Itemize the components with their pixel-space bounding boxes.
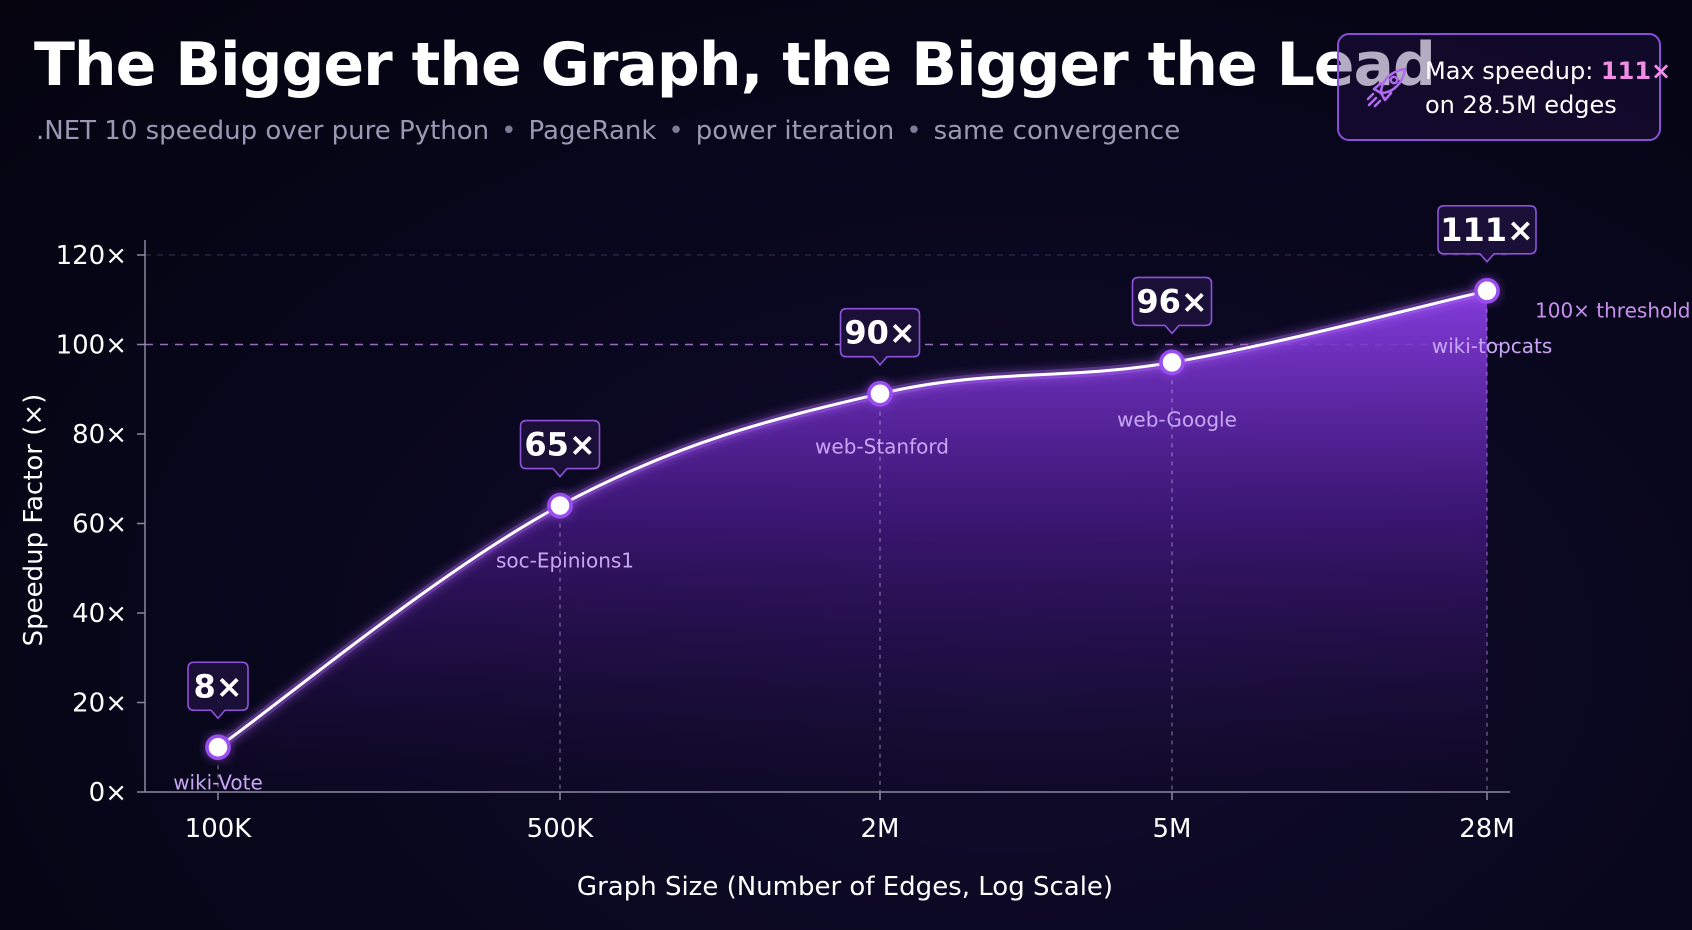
data-label-bubble xyxy=(187,661,249,720)
y-tick-label: 60× xyxy=(72,510,127,540)
y-tick-label: 80× xyxy=(72,420,127,450)
data-label-bubble xyxy=(519,419,601,478)
data-label-box: 65× xyxy=(519,419,601,478)
subtitle-part: PageRank xyxy=(528,116,657,146)
point-name-label: soc-Epinions1 xyxy=(496,549,634,573)
x-tick-label: 100K xyxy=(185,814,253,844)
data-point xyxy=(1474,278,1500,304)
speedup-line xyxy=(217,289,1488,749)
x-tick-label: 5M xyxy=(1153,814,1192,844)
y-tick-label: 40× xyxy=(72,599,127,629)
data-label-box: 90× xyxy=(839,307,921,366)
max-speedup-callout: Max speedup: 111× on 28.5M edges xyxy=(1337,33,1671,141)
data-label-box: 8× xyxy=(187,661,249,720)
x-tick-label: 500K xyxy=(527,814,595,844)
label-layer: 100× threshold 8× wiki-Vote 65× soc-Epinions… xyxy=(173,205,1690,794)
data-label: 8× xyxy=(193,667,242,705)
y-tick-label: 100× xyxy=(56,331,127,361)
data-point xyxy=(547,492,573,519)
point-name-label: wiki-Vote xyxy=(173,770,263,794)
rocket-icon xyxy=(1366,67,1407,108)
subtitle-part: .NET 10 speedup over pure Python xyxy=(36,116,490,146)
subtitle-separator: • xyxy=(906,116,922,146)
y-tick-label: 0× xyxy=(89,778,127,808)
y-axis-title: Speedup Factor (×) xyxy=(19,394,49,647)
callout-line-2: on 28.5M edges xyxy=(1425,91,1617,119)
axis-layer: 0× 20× 40× 60× 80× 100× 120× 100K 500K 2M 5M 28M Gra… xyxy=(19,240,1515,902)
data-label: 96× xyxy=(1136,282,1207,320)
callout-line-1: Max speedup: 111× xyxy=(1425,57,1671,85)
point-name-label: web-Stanford xyxy=(815,435,949,459)
page-subtitle: .NET 10 speedup over pure Python • PageRan… xyxy=(36,116,1180,146)
data-label: 65× xyxy=(524,426,595,464)
data-label-box: 111× xyxy=(1437,205,1537,264)
y-tick-label: 120× xyxy=(56,241,127,271)
point-layer xyxy=(205,277,1500,761)
x-axis-title: Graph Size (Number of Edges, Log Scale) xyxy=(577,872,1113,902)
subtitle-separator: • xyxy=(501,116,517,146)
subtitle-part: same convergence xyxy=(933,116,1181,146)
data-label-bubble xyxy=(1131,276,1213,335)
point-name-label: wiki-topcats xyxy=(1432,334,1553,358)
area-layer xyxy=(215,286,1488,792)
data-label: 111× xyxy=(1440,211,1534,249)
x-tick-label: 2M xyxy=(861,814,900,844)
data-label: 90× xyxy=(844,314,915,352)
data-label-bubble xyxy=(839,307,921,366)
subtitle-separator: • xyxy=(668,116,684,146)
threshold-label: 100× threshold xyxy=(1535,299,1690,323)
data-point xyxy=(1159,349,1185,376)
callout-prefix: Max speedup: xyxy=(1425,57,1601,85)
x-tick-label: 28M xyxy=(1459,814,1515,844)
data-label-bubble xyxy=(1437,205,1537,264)
callout-max-value: 111× xyxy=(1600,57,1672,85)
subtitle-part: power iteration xyxy=(695,116,895,146)
data-point xyxy=(867,380,893,407)
data-point xyxy=(205,734,231,760)
y-tick-label: 20× xyxy=(72,689,127,719)
speedup-area xyxy=(218,290,1487,792)
point-name-label: web-Google xyxy=(1117,407,1237,431)
data-label-box: 96× xyxy=(1131,276,1213,335)
page-title: The Bigger the Graph, the Bigger the Lea… xyxy=(34,30,1436,100)
